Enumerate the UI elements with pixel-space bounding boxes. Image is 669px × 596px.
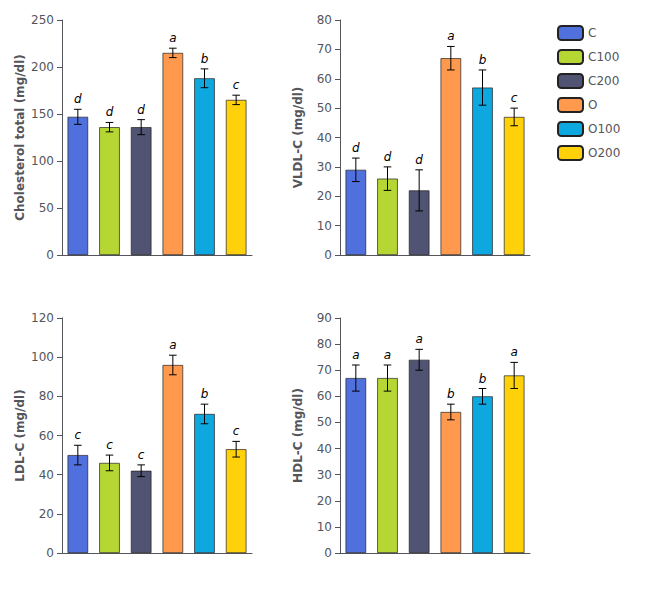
svg-text:60: 60 [317,72,332,86]
svg-text:20: 20 [317,189,332,203]
svg-text:b: b [201,387,209,401]
svg-text:70: 70 [317,42,332,56]
svg-text:c: c [233,424,240,438]
svg-text:120: 120 [31,311,54,325]
svg-text:d: d [74,92,82,106]
svg-text:O200: O200 [588,146,620,160]
svg-text:100: 100 [31,350,54,364]
svg-text:40: 40 [317,442,332,456]
svg-text:90: 90 [317,311,332,325]
svg-text:0: 0 [46,546,54,560]
svg-text:d: d [415,153,423,167]
svg-text:80: 80 [39,389,54,403]
svg-text:O100: O100 [588,122,620,136]
svg-text:C100: C100 [588,50,619,64]
svg-text:a: a [415,332,422,346]
svg-text:60: 60 [39,429,54,443]
svg-text:30: 30 [317,468,332,482]
svg-text:a: a [384,348,391,362]
svg-text:c: c [233,78,240,92]
svg-text:Cholesterol total (mg/dl): Cholesterol total (mg/dl) [13,54,27,221]
svg-text:b: b [447,387,455,401]
svg-text:b: b [479,372,487,386]
svg-text:C200: C200 [588,74,619,88]
svg-text:200: 200 [31,60,54,74]
svg-text:70: 70 [317,363,332,377]
svg-text:d: d [384,150,392,164]
svg-text:30: 30 [317,160,332,174]
svg-text:50: 50 [39,201,54,215]
svg-text:b: b [479,53,487,67]
svg-text:10: 10 [317,219,332,233]
svg-text:a: a [447,29,454,43]
svg-text:150: 150 [31,107,54,121]
svg-text:0: 0 [324,546,332,560]
svg-text:c: c [511,91,518,105]
svg-text:O: O [588,98,597,112]
svg-text:0: 0 [46,248,54,262]
svg-text:0: 0 [324,248,332,262]
svg-text:60: 60 [317,389,332,403]
svg-text:a: a [352,348,359,362]
svg-text:C: C [588,26,596,40]
svg-text:a: a [169,31,176,45]
svg-text:20: 20 [39,507,54,521]
svg-text:c: c [106,438,113,452]
svg-text:80: 80 [317,337,332,351]
svg-text:50: 50 [317,415,332,429]
svg-text:d: d [352,141,360,155]
svg-text:d: d [106,105,114,119]
svg-text:a: a [169,338,176,352]
svg-text:40: 40 [317,131,332,145]
svg-text:80: 80 [317,13,332,27]
svg-text:40: 40 [39,468,54,482]
svg-text:HDL-C (mg/dl): HDL-C (mg/dl) [291,388,305,483]
svg-text:LDL-C (mg/dl): LDL-C (mg/dl) [13,389,27,481]
svg-text:d: d [137,103,145,117]
svg-text:50: 50 [317,101,332,115]
svg-text:VLDL-C (mg/dl): VLDL-C (mg/dl) [291,87,305,189]
svg-text:20: 20 [317,494,332,508]
svg-text:100: 100 [31,154,54,168]
svg-text:a: a [510,345,517,359]
svg-text:c: c [138,448,145,462]
svg-text:b: b [201,52,209,66]
svg-text:10: 10 [317,520,332,534]
svg-text:c: c [75,428,82,442]
svg-text:250: 250 [31,13,54,27]
